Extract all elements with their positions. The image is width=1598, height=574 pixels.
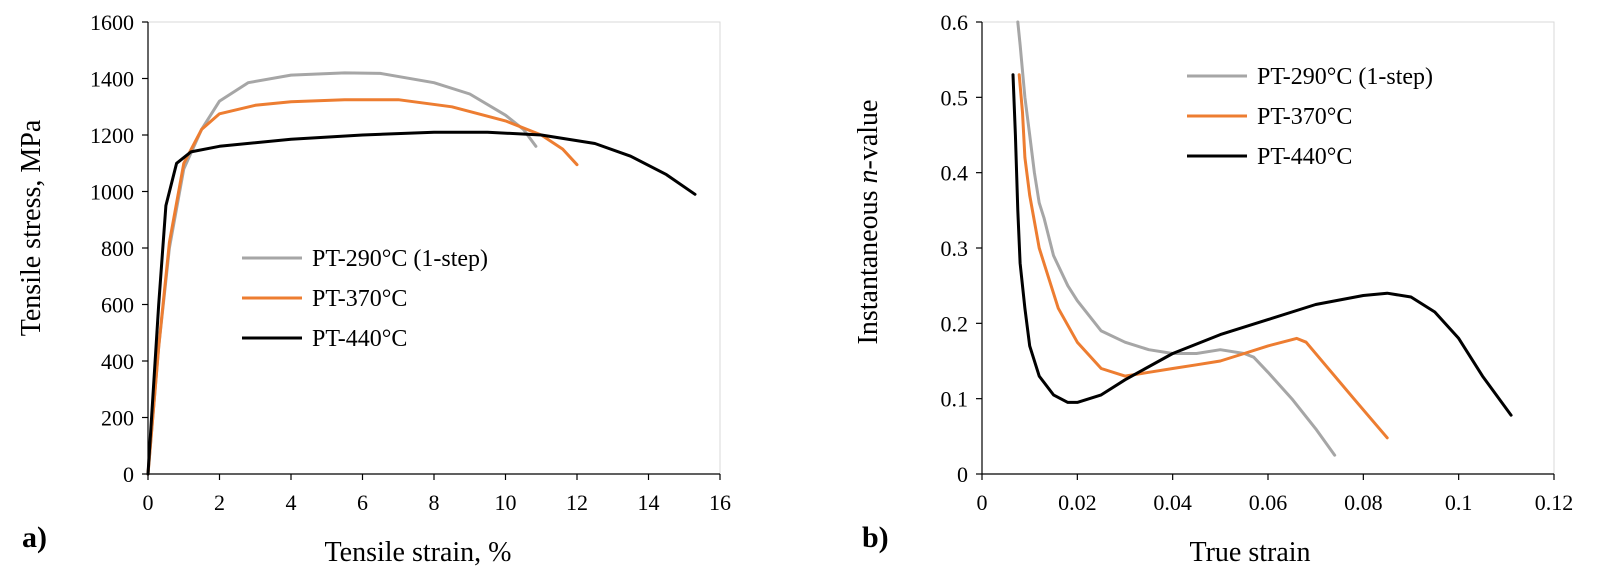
legend-b: PT-290°C (1-step) PT-370°C PT-440°C xyxy=(1187,64,1433,170)
y-axis-title-b: Instantaneous n-value xyxy=(853,100,884,345)
y-tick-label-a: 600 xyxy=(101,293,134,318)
x-tick-labels-a: 0 2 4 6 8 10 12 14 16 xyxy=(143,474,731,515)
x-tick-label-b: 0.08 xyxy=(1344,490,1383,515)
legend-label-b-2: PT-440°C xyxy=(1257,144,1352,170)
y-tick-label-a: 200 xyxy=(101,406,134,431)
panel-label-b: b) xyxy=(862,521,889,554)
x-tick-label-a: 16 xyxy=(709,490,731,515)
y-tick-labels-b: 0 0.1 0.2 0.3 0.4 0.5 0.6 xyxy=(941,10,982,487)
y-axis-title-b-prefix: Instantaneous xyxy=(853,184,884,345)
y-tick-label-b: 0.4 xyxy=(941,161,969,186)
y-tick-label-a: 400 xyxy=(101,349,134,374)
y-axis-title-a: Tensile stress, MPa xyxy=(16,119,47,336)
y-tick-label-b: 0.6 xyxy=(941,10,969,35)
y-tick-label-b: 0.1 xyxy=(941,387,969,412)
panel-label-a: a) xyxy=(22,521,47,554)
plot-area-a xyxy=(147,21,721,475)
x-tick-label-a: 8 xyxy=(429,490,440,515)
y-tick-label-a: 1000 xyxy=(90,180,134,205)
x-tick-label-a: 14 xyxy=(638,490,660,515)
x-tick-label-b: 0.06 xyxy=(1249,490,1288,515)
legend-label-a-2: PT-440°C xyxy=(312,326,407,352)
y-tick-label-b: 0.3 xyxy=(941,236,969,261)
x-tick-label-b: 0.1 xyxy=(1445,490,1473,515)
y-axis-title-b-suffix: -value xyxy=(853,100,884,170)
y-tick-labels-a: 0 200 400 600 800 1000 1200 1400 1600 xyxy=(90,10,148,487)
panel-a: 0 200 400 600 800 1000 1200 1400 1600 0 2 4 6 8 10 12 1… xyxy=(16,10,731,568)
legend-a: PT-290°C (1-step) PT-370°C PT-440°C xyxy=(242,246,488,352)
y-axis-title-b-italic: n xyxy=(853,170,884,184)
x-tick-label-a: 12 xyxy=(566,490,588,515)
x-tick-label-a: 6 xyxy=(357,490,368,515)
legend-label-a-1: PT-370°C xyxy=(312,286,407,312)
x-tick-label-b: 0.04 xyxy=(1153,490,1192,515)
y-tick-label-b: 0 xyxy=(957,462,968,487)
legend-label-b-0: PT-290°C (1-step) xyxy=(1257,64,1433,90)
legend-label-b-1: PT-370°C xyxy=(1257,104,1352,130)
x-tick-label-a: 0 xyxy=(143,490,154,515)
x-tick-label-b: 0.02 xyxy=(1058,490,1097,515)
y-tick-label-b: 0.5 xyxy=(941,85,969,110)
series-line-a-1 xyxy=(146,98,579,476)
y-tick-label-a: 800 xyxy=(101,236,134,261)
x-axis-title-a: Tensile strain, % xyxy=(325,537,512,568)
series-line-b-2 xyxy=(1011,73,1513,417)
series-line-b-0 xyxy=(1016,20,1337,457)
series-lines-a xyxy=(146,71,697,476)
series-line-a-2 xyxy=(146,130,697,476)
legend-label-a-0: PT-290°C (1-step) xyxy=(312,246,488,272)
y-tick-label-a: 0 xyxy=(123,462,134,487)
y-tick-label-b: 0.2 xyxy=(941,311,969,336)
x-tick-label-a: 10 xyxy=(495,490,517,515)
series-lines-b xyxy=(1011,20,1513,457)
y-tick-label-a: 1200 xyxy=(90,123,134,148)
x-tick-label-a: 4 xyxy=(286,490,297,515)
x-tick-label-b: 0 xyxy=(977,490,988,515)
x-tick-labels-b: 0 0.02 0.04 0.06 0.08 0.1 0.12 xyxy=(977,474,1574,515)
x-tick-label-b: 0.12 xyxy=(1535,490,1574,515)
y-tick-label-a: 1600 xyxy=(90,10,134,35)
x-tick-label-a: 2 xyxy=(214,490,225,515)
series-line-b-1 xyxy=(1017,73,1389,440)
plot-area-b xyxy=(981,21,1555,475)
panel-b: 0 0.1 0.2 0.3 0.4 0.5 0.6 0 0.02 0.04 0.06 0.08 0.1… xyxy=(853,10,1573,568)
x-axis-title-b: True strain xyxy=(1189,537,1310,568)
y-tick-label-a: 1400 xyxy=(90,67,134,92)
